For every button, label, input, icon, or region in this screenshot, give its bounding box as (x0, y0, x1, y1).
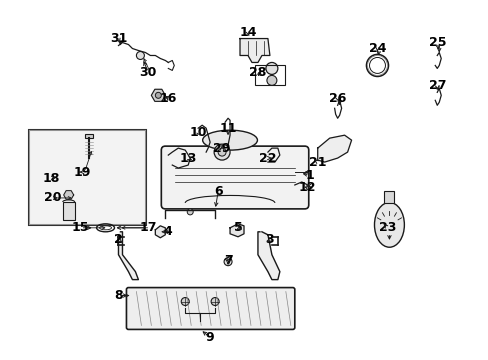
Text: 19: 19 (74, 166, 91, 179)
Text: 24: 24 (368, 42, 386, 55)
Text: 10: 10 (189, 126, 206, 139)
Bar (84, 134, 92, 138)
Text: 22: 22 (259, 152, 276, 165)
Text: 23: 23 (378, 221, 395, 234)
Text: 1: 1 (305, 168, 313, 181)
Bar (384, 191, 394, 203)
Circle shape (224, 258, 232, 266)
Bar (254, 66, 285, 85)
Polygon shape (63, 191, 74, 199)
FancyBboxPatch shape (161, 146, 308, 209)
Text: 5: 5 (233, 221, 242, 234)
Text: 20: 20 (44, 192, 61, 204)
Text: 12: 12 (298, 181, 316, 194)
Text: 18: 18 (42, 171, 60, 185)
Polygon shape (118, 232, 138, 280)
Polygon shape (317, 135, 351, 162)
Text: 29: 29 (213, 141, 230, 155)
Polygon shape (155, 226, 165, 238)
Polygon shape (258, 232, 279, 280)
Circle shape (265, 62, 277, 75)
Text: 15: 15 (72, 221, 89, 234)
Text: 2: 2 (114, 233, 122, 246)
Text: 6: 6 (213, 185, 222, 198)
Text: 4: 4 (163, 225, 172, 238)
Text: 9: 9 (205, 331, 214, 344)
Circle shape (211, 298, 219, 306)
Circle shape (214, 144, 229, 160)
Text: 11: 11 (219, 122, 236, 135)
FancyBboxPatch shape (29, 130, 146, 225)
Text: 17: 17 (140, 221, 157, 234)
Text: 3: 3 (265, 233, 274, 246)
Circle shape (218, 148, 225, 156)
Text: 26: 26 (328, 92, 346, 105)
Circle shape (187, 209, 193, 215)
Text: 13: 13 (179, 152, 197, 165)
Circle shape (181, 298, 189, 306)
Text: 30: 30 (140, 66, 157, 79)
Text: 16: 16 (159, 92, 177, 105)
Text: 31: 31 (110, 32, 127, 45)
Ellipse shape (374, 202, 404, 247)
Polygon shape (229, 224, 244, 237)
Text: 28: 28 (249, 66, 266, 79)
Text: 14: 14 (239, 26, 256, 39)
Text: 27: 27 (427, 79, 445, 92)
Text: 21: 21 (308, 156, 326, 168)
FancyBboxPatch shape (126, 288, 294, 329)
Circle shape (266, 75, 276, 85)
Polygon shape (240, 39, 269, 62)
Ellipse shape (202, 130, 257, 150)
Circle shape (155, 92, 161, 98)
Text: 25: 25 (427, 36, 445, 49)
Polygon shape (151, 89, 165, 102)
Bar (62, 202, 75, 220)
Circle shape (136, 51, 144, 59)
Text: 8: 8 (114, 289, 122, 302)
Bar (29, 130, 146, 225)
Text: 7: 7 (223, 254, 232, 267)
